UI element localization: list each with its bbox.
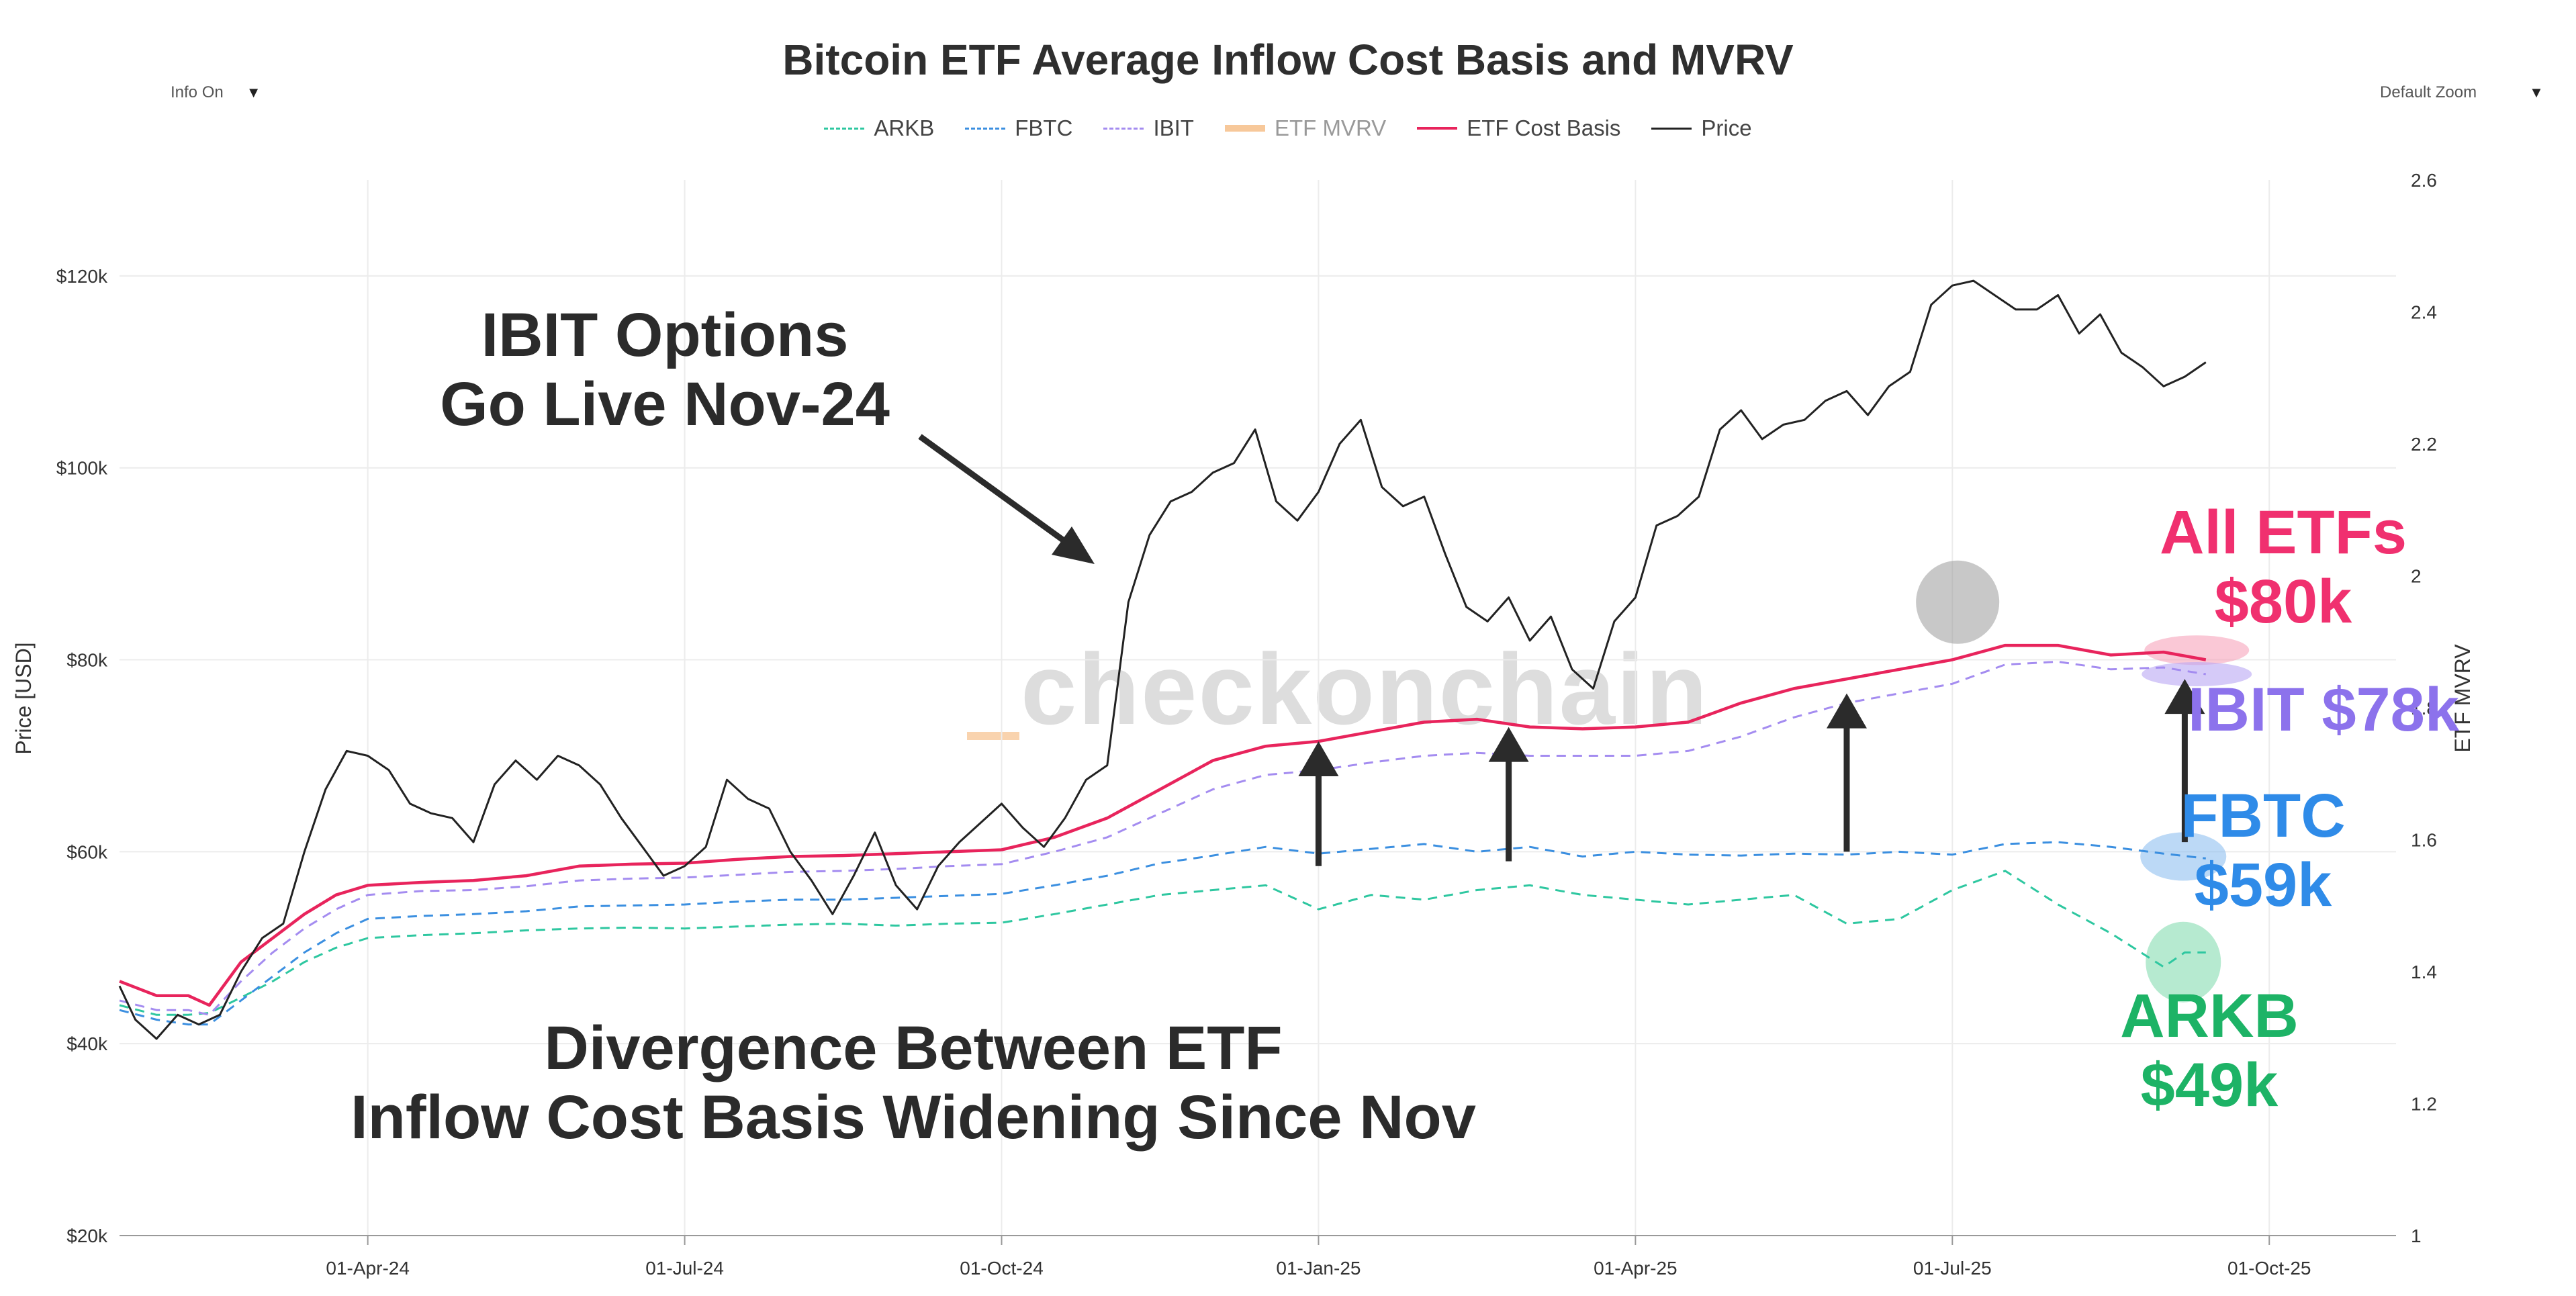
y2-tick-label: 1 (2411, 1225, 2422, 1246)
legend-label-etf-mvrv: ETF MVRV (1274, 115, 1387, 140)
y-tick-label: $60k (66, 841, 108, 862)
annotation-divergence: Divergence Between ETF Inflow Cost Basis… (295, 1014, 1531, 1152)
zoom-dropdown-label: Default Zoom (2380, 83, 2477, 101)
series-line-arkb (119, 870, 2206, 1016)
x-tick-label: 01-Apr-25 (1594, 1258, 1677, 1279)
arrow-up-2-head (1488, 727, 1529, 762)
x-tick-label: 01-Jan-25 (1276, 1258, 1361, 1279)
legend-label-etf-cost-basis: ETF Cost Basis (1467, 115, 1621, 140)
info-toggle-dropdown[interactable]: Info On ▼ (156, 73, 300, 113)
y2-tick-label: 2.2 (2411, 434, 2437, 455)
label-ibit: IBIT $78k (2188, 676, 2459, 744)
legend-item-etf-cost-basis[interactable]: ETF Cost Basis (1417, 115, 1620, 141)
annotation-divergence-line1: Divergence Between ETF (544, 1014, 1283, 1082)
arrow-ibit-options-shaft (918, 434, 1075, 550)
label-fbtc-value: $59k (2194, 851, 2332, 920)
y2-tick-label: 1.8 (2411, 698, 2437, 719)
legend-item-arkb[interactable]: ARKB (824, 115, 934, 141)
label-all-etfs: All ETFs $80k (2082, 498, 2485, 637)
chart-title: Bitcoin ETF Average Inflow Cost Basis an… (782, 36, 1794, 84)
caret-down-icon: ▼ (2529, 84, 2544, 101)
x-tick-label: 01-Jul-24 (645, 1258, 724, 1279)
highlight-ibit-options-circle (1916, 560, 2000, 644)
legend-swatch-etf-mvrv (1224, 125, 1265, 132)
y2-tick-label: 1.4 (2411, 962, 2437, 982)
y2-tick-label: 2 (2411, 566, 2422, 587)
x-tick-label: 01-Oct-25 (2227, 1258, 2311, 1279)
legend-label-fbtc: FBTC (1015, 115, 1073, 140)
arrow-up-4-head (2164, 679, 2205, 714)
y-tick-label: $80k (66, 650, 108, 671)
label-all-etfs-value: $80k (2214, 567, 2352, 637)
label-arkb-value: $49k (2140, 1051, 2279, 1120)
legend-label-arkb: ARKB (874, 115, 935, 140)
y2-tick-label: 1.2 (2411, 1094, 2437, 1115)
x-tick-label: 01-Apr-24 (326, 1258, 410, 1279)
y2-tick-label: 2.4 (2411, 302, 2437, 323)
y-tick-label: $100k (56, 458, 108, 479)
series-line-etf-cost-basis (119, 643, 2207, 1007)
label-arkb: ARKB $49k (2068, 982, 2350, 1120)
x-tick-label: 01-Jul-25 (1913, 1258, 1992, 1279)
series-line-ibit (119, 660, 2207, 1016)
legend-item-fbtc[interactable]: FBTC (965, 115, 1072, 141)
legend-item-price[interactable]: Price (1651, 115, 1752, 141)
y-axis-title: Price [USD] (11, 642, 36, 754)
series-line-price (118, 279, 2207, 1040)
zoom-dropdown[interactable]: Default Zoom ▼ (2365, 73, 2576, 113)
axes: 01-Apr-24 01-Jul-24 01-Oct-24 01-Jan-25 01-A… (11, 170, 2475, 1279)
y2-tick-label: 2.6 (2411, 170, 2437, 191)
y-tick-label: $20k (66, 1225, 108, 1246)
arrow-up-3-head (1826, 693, 1867, 729)
highlight-ibit-ellipse (2142, 661, 2252, 686)
arrow-ibit-options-head (1052, 526, 1095, 564)
series-line-fbtc (119, 841, 2206, 1026)
annotation-arrows (918, 434, 2205, 866)
highlight-arkb-ellipse (2146, 921, 2221, 1003)
series-lines (118, 279, 2207, 1040)
y2-axis-title: ETF MVRV (2450, 644, 2475, 753)
legend-swatch-arkb (824, 127, 865, 130)
arrow-up-1-head (1298, 741, 1339, 777)
legend-swatch-fbtc (965, 127, 1006, 130)
annotation-ibit-options-line2: Go Live Nov-24 (440, 370, 890, 439)
annotation-ibit-options-line1: IBIT Options (481, 301, 849, 369)
y-tick-label: $40k (66, 1033, 108, 1054)
label-fbtc: FBTC $59k (2122, 782, 2404, 920)
label-arkb-name: ARKB (2120, 982, 2299, 1050)
annotation-ibit-options: IBIT Options Go Live Nov-24 (403, 301, 927, 439)
legend-label-price: Price (1701, 115, 1752, 140)
legend-swatch-etf-cost-basis (1417, 127, 1458, 130)
highlight-fbtc-ellipse (2140, 832, 2227, 881)
watermark-dash (967, 732, 1019, 740)
label-all-etfs-name: All ETFs (2159, 498, 2407, 567)
chart-legend: ARKB FBTC IBIT ETF MVRV ETF Cost Basis P… (0, 115, 2576, 141)
annotation-divergence-line2: Inflow Cost Basis Widening Since Nov (351, 1083, 1476, 1152)
y2-tick-label: 1.6 (2411, 830, 2437, 851)
highlight-all-etfs-ellipse (2144, 635, 2250, 665)
caret-down-icon: ▼ (246, 84, 261, 101)
legend-item-ibit[interactable]: IBIT (1103, 115, 1194, 141)
legend-item-etf-mvrv[interactable]: ETF MVRV (1224, 115, 1387, 141)
legend-swatch-price (1651, 127, 1692, 130)
label-fbtc-name: FBTC (2180, 782, 2346, 850)
legend-label-ibit: IBIT (1153, 115, 1194, 140)
x-tick-label: 01-Oct-24 (960, 1258, 1044, 1279)
info-toggle-label: Info On (171, 83, 224, 101)
legend-swatch-ibit (1103, 127, 1144, 130)
y-tick-label: $120k (56, 266, 108, 287)
highlight-ellipses (1916, 560, 2252, 1003)
